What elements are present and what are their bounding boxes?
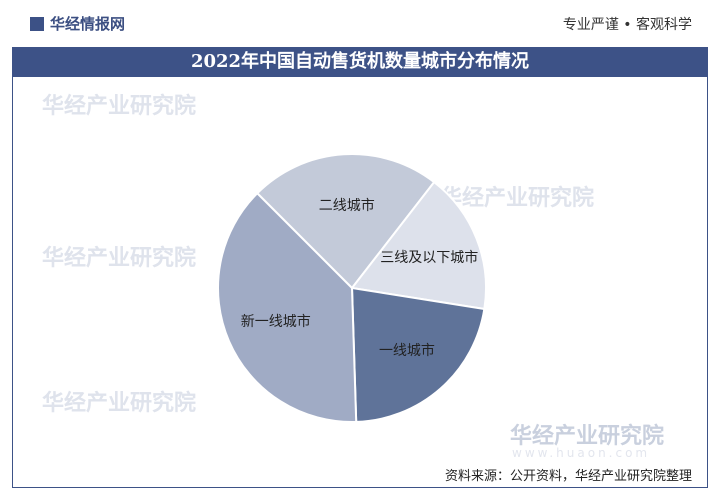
frame: [12, 77, 708, 488]
chart-title: 2022年中国自动售货机数量城市分布情况: [12, 47, 708, 77]
watermark: 华经产业研究院: [510, 424, 665, 449]
pie-slice: [255, 153, 436, 290]
slice-label: 二线城市: [318, 198, 375, 215]
slice-label: 一线城市: [378, 343, 435, 360]
watermark: 华经产业研究院: [440, 186, 595, 211]
watermark: 华经产业研究院: [42, 94, 197, 119]
pie-slice: [350, 286, 486, 423]
header: 华经情报网 专业严谨 • 客观科学: [0, 0, 720, 46]
pie-slice: [217, 191, 358, 423]
watermark: 华经产业研究院: [42, 391, 197, 416]
pie-slice: [350, 180, 487, 311]
slice-label: 新一线城市: [240, 313, 311, 330]
slice-label: 三线及以下城市: [380, 250, 479, 267]
slogan: 专业严谨 • 客观科学: [562, 17, 692, 33]
watermark-url: www.huaon.com: [512, 446, 651, 460]
logo: 华经情报网: [30, 13, 125, 34]
watermark: 华经产业研究院: [42, 246, 197, 271]
source: 资料来源：公开资料，华经产业研究院整理: [444, 469, 692, 484]
